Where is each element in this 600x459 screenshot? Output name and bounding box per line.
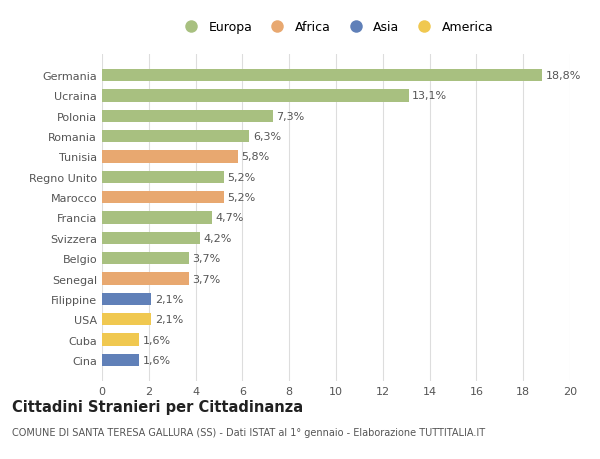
Bar xyxy=(102,171,224,184)
Text: 3,7%: 3,7% xyxy=(192,254,220,263)
Text: 4,2%: 4,2% xyxy=(204,233,232,243)
Text: 5,2%: 5,2% xyxy=(227,173,256,182)
Text: 1,6%: 1,6% xyxy=(143,355,171,365)
Bar xyxy=(102,313,151,325)
Bar xyxy=(102,131,250,143)
Text: 6,3%: 6,3% xyxy=(253,132,281,142)
Bar xyxy=(102,354,139,366)
Bar xyxy=(102,252,188,265)
Bar xyxy=(102,192,224,204)
Text: 1,6%: 1,6% xyxy=(143,335,171,345)
Text: 7,3%: 7,3% xyxy=(277,112,305,122)
Text: 18,8%: 18,8% xyxy=(545,71,581,81)
Bar xyxy=(102,232,200,244)
Text: Cittadini Stranieri per Cittadinanza: Cittadini Stranieri per Cittadinanza xyxy=(12,399,303,414)
Text: 5,8%: 5,8% xyxy=(241,152,269,162)
Text: 4,7%: 4,7% xyxy=(215,213,244,223)
Bar xyxy=(102,273,188,285)
Bar xyxy=(102,212,212,224)
Bar xyxy=(102,90,409,102)
Bar xyxy=(102,151,238,163)
Text: 13,1%: 13,1% xyxy=(412,91,447,101)
Bar xyxy=(102,111,273,123)
Text: COMUNE DI SANTA TERESA GALLURA (SS) - Dati ISTAT al 1° gennaio - Elaborazione TU: COMUNE DI SANTA TERESA GALLURA (SS) - Da… xyxy=(12,427,485,437)
Text: 2,1%: 2,1% xyxy=(155,314,183,325)
Bar xyxy=(102,334,139,346)
Bar xyxy=(102,70,542,82)
Text: 5,2%: 5,2% xyxy=(227,193,256,203)
Bar xyxy=(102,293,151,305)
Text: 3,7%: 3,7% xyxy=(192,274,220,284)
Legend: Europa, Africa, Asia, America: Europa, Africa, Asia, America xyxy=(176,19,496,37)
Text: 2,1%: 2,1% xyxy=(155,294,183,304)
